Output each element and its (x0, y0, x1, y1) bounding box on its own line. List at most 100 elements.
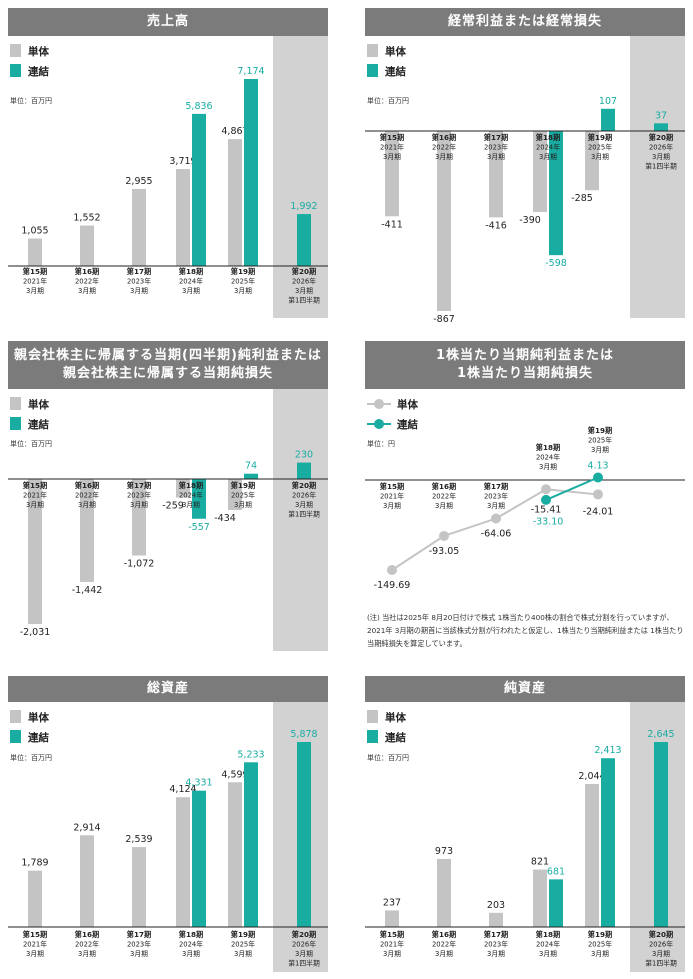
tick-label: 第17期 (127, 267, 151, 276)
legend-label: 連結 (28, 65, 49, 78)
bar-consolidated (549, 879, 563, 927)
legend-marker (374, 419, 384, 429)
data-label: 1,055 (21, 226, 48, 237)
data-label: 7,174 (237, 66, 264, 77)
tick-label: 2026年 (649, 143, 673, 152)
bar-single (28, 870, 42, 927)
tick-label: 3月期 (78, 287, 96, 295)
data-label: 1,992 (290, 201, 317, 212)
bar-single (437, 131, 451, 311)
bar-single (132, 847, 146, 927)
bar-single (228, 139, 242, 266)
bar-single (176, 797, 190, 927)
data-label: -1,072 (124, 559, 155, 570)
panel-net-assets: 純資産 単体 連結 単位：百万円 237 973 203 821 681 2,044 2,413 2… (365, 676, 685, 972)
tick-label: 第15期 (380, 482, 404, 491)
data-label: 37 (655, 110, 667, 121)
bar-consolidated (549, 131, 563, 256)
tick-label: 3月期 (591, 153, 609, 161)
tick-label: 2021年 (380, 940, 404, 949)
tick-label: 3月期 (26, 950, 44, 958)
q1-shade (273, 389, 328, 651)
data-label: -598 (545, 258, 567, 269)
data-label: -93.05 (429, 546, 460, 557)
tick-label: 第19期 (588, 930, 612, 939)
tick-label: 第16期 (432, 930, 456, 939)
q1-shade (273, 36, 328, 318)
tick-label: 3月期 (383, 153, 401, 161)
tick-label: 2026年 (292, 940, 316, 949)
data-label: -33.10 (533, 516, 564, 527)
tick-label: 2025年 (588, 940, 612, 949)
data-label: 5,878 (290, 729, 317, 740)
tick-label: 第19期 (588, 133, 612, 142)
bar-single (132, 479, 146, 556)
data-label: 2,044 (578, 771, 605, 782)
tick-label: 3月期 (130, 287, 148, 295)
series-line-consolidated (545, 476, 599, 501)
bar-single (80, 479, 94, 582)
data-label: -411 (381, 219, 403, 230)
tick-label: 3月期 (435, 502, 453, 510)
bar-single (533, 131, 547, 212)
tick-label: 第18期 (536, 133, 560, 142)
data-label: 4,599 (221, 769, 248, 780)
legend-swatch (10, 64, 21, 77)
tick-label: 3月期 (295, 501, 313, 509)
tick-label: 3月期 (234, 501, 252, 509)
tick-label: 第15期 (23, 930, 47, 939)
tick-label: 第16期 (75, 267, 99, 276)
legend-swatch (10, 44, 21, 57)
tick-label: 2025年 (231, 491, 255, 500)
tick-label: 第19期 (231, 930, 255, 939)
legend-label: 単体 (385, 45, 406, 58)
bar-consolidated (192, 790, 206, 927)
point-consolidated (593, 472, 603, 483)
tick-label: 2023年 (127, 491, 151, 500)
unit-label: 単位：円 (367, 439, 395, 448)
data-label: -285 (571, 193, 593, 204)
bar-consolidated (297, 742, 311, 927)
panel-net-income: 親会社株主に帰属する当期(四半期)純利益または 親会社株主に帰属する当期純損失 … (8, 341, 328, 651)
tick-label: 3月期 (652, 950, 670, 958)
tick-label: 第17期 (127, 930, 151, 939)
bar-single (385, 131, 399, 217)
legend-label: 連結 (397, 418, 418, 431)
data-label: -867 (433, 314, 455, 325)
point-consolidated (541, 494, 551, 505)
tick-label: 2024年 (536, 453, 560, 462)
bar-single (176, 169, 190, 266)
tick-label: 2022年 (432, 143, 456, 152)
data-label: -434 (214, 513, 236, 524)
legend-swatch (367, 710, 378, 723)
bar-single (28, 479, 42, 624)
tick-label: 第20期 (649, 930, 673, 939)
bar-consolidated (601, 758, 615, 927)
tick-label: 第19期 (231, 481, 255, 490)
chart-title: 純資産 (365, 676, 685, 702)
data-label: 4,124 (169, 784, 196, 795)
tick-label: 第15期 (380, 930, 404, 939)
bar-consolidated (192, 479, 206, 519)
tick-label: 3月期 (539, 950, 557, 958)
bar-consolidated (297, 462, 311, 479)
tick-label: 2026年 (649, 940, 673, 949)
tick-label: 2021年 (23, 491, 47, 500)
data-label: 973 (435, 846, 453, 857)
data-label: 230 (295, 450, 313, 461)
data-label: -149.69 (374, 580, 411, 591)
unit-label: 単位：百万円 (367, 96, 409, 105)
bar-consolidated (244, 473, 258, 479)
tick-label: 2023年 (484, 492, 508, 501)
tick-label: 3月期 (26, 287, 44, 295)
tick-label: 3月期 (182, 287, 200, 295)
data-label: 2,413 (594, 745, 621, 756)
data-label: 1,552 (73, 213, 100, 224)
legend-swatch (10, 710, 21, 723)
unit-label: 単位：百万円 (10, 753, 52, 762)
bar-single (585, 131, 599, 191)
legend-label: 単体 (28, 711, 49, 724)
data-label: 5,233 (237, 749, 264, 760)
